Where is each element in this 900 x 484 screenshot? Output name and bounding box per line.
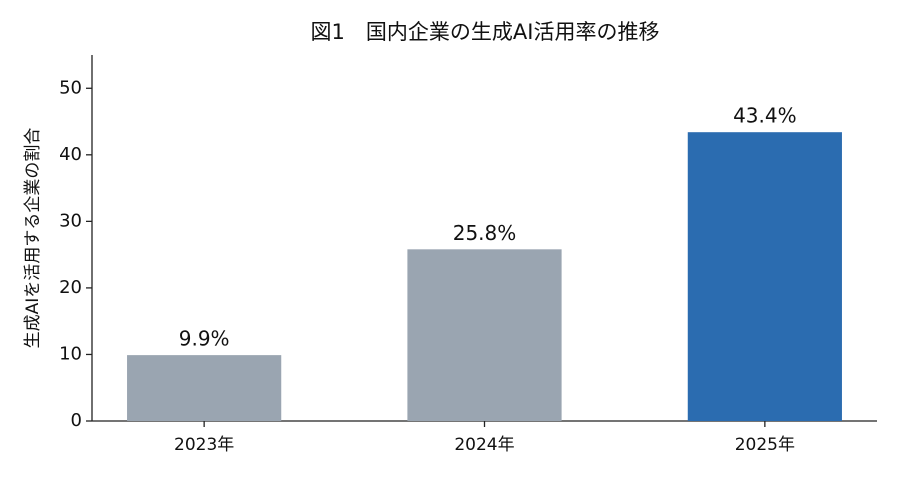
y-tick-label: 0 <box>71 410 82 431</box>
y-axis-label: 生成AIを活用する企業の割合 <box>23 128 43 349</box>
y-tick-label: 50 <box>59 77 82 98</box>
y-tick-label: 10 <box>59 343 82 364</box>
bar <box>687 132 842 421</box>
bar <box>407 249 562 421</box>
bar <box>127 355 282 421</box>
chart-title: 図1 国内企業の生成AI活用率の推移 <box>311 20 660 44</box>
y-tick-label: 40 <box>59 144 82 165</box>
value-label: 43.4% <box>733 104 797 128</box>
y-tick-label: 20 <box>59 277 82 298</box>
x-tick-label: 2025年 <box>735 435 795 455</box>
value-label: 9.9% <box>179 327 230 351</box>
x-tick-label: 2024年 <box>454 435 514 455</box>
x-tick-label: 2023年 <box>174 435 234 455</box>
value-label: 25.8% <box>453 221 517 245</box>
y-tick-label: 30 <box>59 210 82 231</box>
